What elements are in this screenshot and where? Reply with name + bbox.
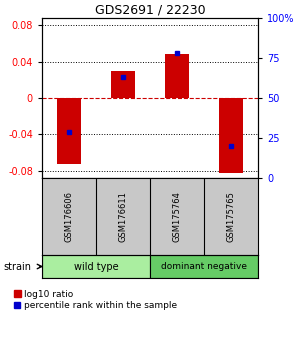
Text: wild type: wild type xyxy=(74,262,118,272)
Legend: log10 ratio, percentile rank within the sample: log10 ratio, percentile rank within the … xyxy=(14,290,178,310)
Text: GSM176606: GSM176606 xyxy=(64,191,74,242)
Bar xyxy=(165,55,189,98)
Text: GSM175764: GSM175764 xyxy=(172,191,182,242)
Text: strain: strain xyxy=(3,262,31,272)
Text: GSM176611: GSM176611 xyxy=(118,191,127,242)
Bar xyxy=(57,98,81,164)
Bar xyxy=(150,255,258,278)
Bar xyxy=(111,71,135,98)
Bar xyxy=(219,98,243,172)
Text: dominant negative: dominant negative xyxy=(161,262,247,271)
Bar xyxy=(42,255,150,278)
Title: GDS2691 / 22230: GDS2691 / 22230 xyxy=(95,4,205,17)
Text: GSM175765: GSM175765 xyxy=(226,191,236,242)
